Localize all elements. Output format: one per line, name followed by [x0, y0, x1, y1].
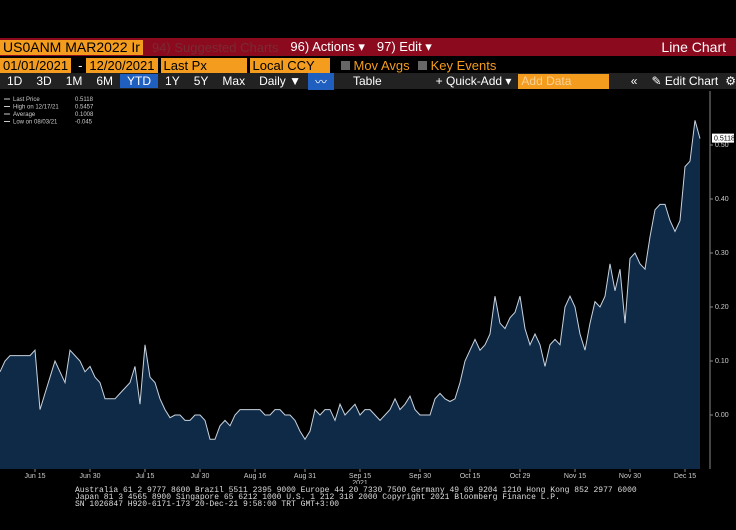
edit-label[interactable]: 97) Edit [376, 39, 422, 54]
x-tick-label: Oct 29 [510, 473, 531, 480]
line-icon[interactable]: 〰 [307, 72, 334, 90]
y-tick-label: 0.30 [715, 250, 729, 257]
field-select[interactable]: Last Px [160, 57, 247, 73]
y-tick-label: 0.10 [715, 358, 729, 365]
x-tick-label: Jun 15 [24, 473, 45, 480]
end-date[interactable]: 12/20/2021 [86, 57, 158, 73]
price-line [0, 120, 701, 441]
date-separator: - [78, 57, 83, 73]
edit-chart-label[interactable]: Edit Chart [664, 74, 719, 88]
legend-value: 0.5457 [75, 105, 94, 111]
y-tick-label: 0.00 [715, 412, 729, 419]
period-button[interactable]: 1D [7, 74, 23, 88]
x-tick-label: Nov 30 [619, 473, 641, 480]
y-tick-label: 0.40 [715, 196, 729, 203]
x-tick-label: Sep 15 [349, 473, 371, 480]
x-tick-label: Nov 15 [564, 473, 586, 480]
legend-label: Last Price [13, 97, 40, 103]
x-tick-label: Jul 15 [136, 473, 155, 480]
table-button[interactable]: Table [352, 74, 382, 88]
key-events[interactable]: Key Events [430, 57, 497, 73]
y-tick-label: 0.50 [715, 142, 729, 149]
suggested-charts[interactable]: 94) Suggested Charts [151, 39, 279, 55]
x-tick-label: Sep 30 [409, 473, 431, 480]
add-data[interactable]: Add Data [518, 73, 609, 89]
legend-label: Average [13, 112, 36, 118]
last-value-label: 0.5118 [714, 136, 735, 143]
area-fill [0, 120, 700, 470]
period-bar: 1D 3D 1M 6M YTD 1Y 5Y Max Daily ▼ 〰 Table + Qui… [0, 72, 736, 90]
footer: Australia 61 2 9777 8600 Brazil 5511 239… [75, 486, 637, 509]
quick-add-label[interactable]: Quick-Add [446, 74, 503, 88]
checkbox[interactable] [417, 60, 427, 70]
date-bar: 01/01/2021 - 12/20/2021 Last Px Local CC… [0, 57, 736, 73]
actions-menu[interactable]: 96) Actions ▾ [290, 39, 365, 54]
quick-add[interactable]: + Quick-Add ▾ [435, 74, 512, 88]
legend-value: 0.1008 [75, 112, 94, 118]
x-tick-label: Oct 15 [460, 473, 481, 480]
collapse[interactable]: « [630, 74, 638, 88]
legend-value: 0.5118 [75, 97, 94, 103]
chart: 0.00 0.10 0.20 0.30 0.40 0.50 Jun 15 Jun 30 Jul … [0, 91, 735, 484]
x-tick-label: Aug 16 [244, 473, 266, 480]
actions-label[interactable]: 96) Actions [290, 39, 355, 54]
settings[interactable]: ⚙ [725, 74, 736, 88]
edit-chart[interactable]: ✎ Edit Chart [651, 74, 719, 88]
x-tick-label: Dec 15 [674, 473, 696, 480]
edit-menu[interactable]: 97) Edit ▾ [376, 39, 432, 54]
period-button[interactable]: 1M [65, 74, 83, 88]
legend-label: High on 12/17/21 [13, 105, 59, 111]
currency-select[interactable]: Local CCY [249, 57, 330, 73]
start-date[interactable]: 01/01/2021 [0, 57, 72, 73]
footer-line: Australia 61 2 9777 8600 Brazil 5511 239… [75, 486, 637, 495]
footer-line: Japan 81 3 4565 8900 Singapore 65 6212 1… [75, 493, 560, 502]
x-tick-label: Jun 30 [79, 473, 100, 480]
footer-line: SN 1026847 H920-6171-173 20-Dec-21 9:58:… [75, 500, 340, 509]
checkbox[interactable] [340, 60, 350, 70]
mov-avgs[interactable]: Mov Avgs [353, 57, 410, 73]
period-button[interactable]: 6M [96, 74, 114, 88]
year-label: 2021 [352, 480, 368, 484]
x-tick-label: Jul 30 [191, 473, 210, 480]
y-tick-label: 0.20 [715, 304, 729, 311]
frequency-label[interactable]: Daily [259, 74, 286, 88]
title-bar: US0ANM MAR2022 Ir 94) Suggested Charts 9… [0, 38, 736, 56]
period-button[interactable]: Max [222, 74, 246, 88]
period-button[interactable]: 5Y [193, 74, 209, 88]
x-tick-label: Aug 31 [294, 473, 316, 480]
security-field[interactable]: US0ANM MAR2022 Ir [0, 39, 143, 55]
legend-value: -0.045 [75, 120, 93, 126]
legend-label: Low on 08/03/21 [13, 120, 58, 126]
view-name: Line Chart [661, 39, 726, 55]
period-button[interactable]: 3D [36, 74, 52, 88]
period-button[interactable]: YTD [120, 74, 159, 88]
periods: 1D 3D 1M 6M YTD 1Y 5Y Max [0, 74, 252, 88]
frequency[interactable]: Daily ▼ [259, 74, 301, 88]
period-button[interactable]: 1Y [165, 74, 180, 88]
last-value-box [712, 133, 734, 143]
